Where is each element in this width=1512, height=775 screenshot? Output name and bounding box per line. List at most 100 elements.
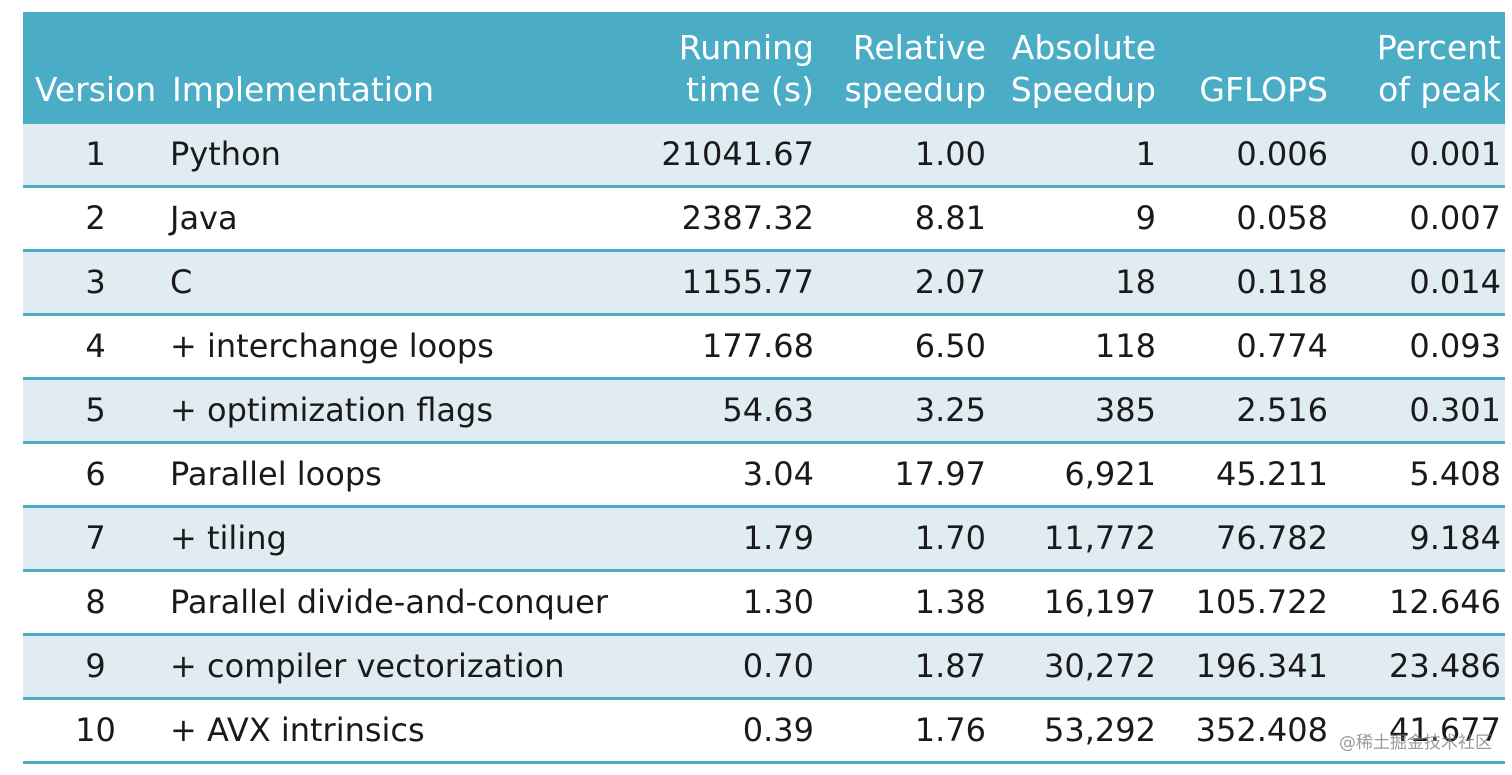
cell-relative-speedup: 1.38 <box>818 568 990 634</box>
cell-implementation: Java <box>168 184 628 250</box>
cell-version: 3 <box>23 248 168 314</box>
header-absolute-speedup: Absolute Speedup <box>990 12 1160 122</box>
cell-percent-of-peak: 23.486 <box>1332 632 1505 698</box>
header-percent-of-peak-line2: of peak <box>1378 69 1501 109</box>
cell-version: 10 <box>23 696 168 764</box>
cell-absolute-speedup: 16,197 <box>990 568 1160 634</box>
cell-gflops: 76.782 <box>1160 504 1332 570</box>
header-gflops: GFLOPS <box>1199 69 1328 109</box>
cell-gflops: 196.341 <box>1160 632 1332 698</box>
header-relative-speedup-line2: speedup <box>844 69 986 109</box>
cell-running-time: 21041.67 <box>628 120 818 186</box>
cell-gflops: 105.722 <box>1160 568 1332 634</box>
cell-absolute-speedup: 9 <box>990 184 1160 250</box>
cell-percent-of-peak: 12.646 <box>1332 568 1505 634</box>
cell-version: 7 <box>23 504 168 570</box>
header-relative-speedup-line1: Relative <box>852 27 986 67</box>
header-running-time: Running time (s) <box>628 12 818 122</box>
table-body: 1 Python 21041.67 1.00 1 0.006 0.001 2 Java 2387.… <box>23 120 1505 764</box>
header-version: Version <box>34 69 157 109</box>
cell-relative-speedup: 3.25 <box>818 376 990 442</box>
cell-relative-speedup: 1.76 <box>818 696 990 764</box>
cell-implementation: + AVX intrinsics <box>168 696 628 764</box>
header-implementation: Implementation <box>172 69 435 109</box>
cell-relative-speedup: 1.87 <box>818 632 990 698</box>
cell-running-time: 0.70 <box>628 632 818 698</box>
header-running-time-line1: Running <box>678 27 814 67</box>
cell-relative-speedup: 17.97 <box>818 440 990 506</box>
header-absolute-speedup-line2: Speedup <box>1010 69 1156 109</box>
table-row: 9 + compiler vectorization 0.70 1.87 30,272 1… <box>23 632 1505 698</box>
cell-running-time: 1155.77 <box>628 248 818 314</box>
cell-version: 4 <box>23 312 168 378</box>
header-absolute-speedup-line1: Absolute <box>1011 27 1156 67</box>
cell-gflops: 45.211 <box>1160 440 1332 506</box>
cell-gflops: 352.408 <box>1160 696 1332 764</box>
table-row: 8 Parallel divide-and-conquer 1.30 1.38 16,1… <box>23 568 1505 634</box>
cell-absolute-speedup: 30,272 <box>990 632 1160 698</box>
cell-percent-of-peak: 0.301 <box>1332 376 1505 442</box>
cell-percent-of-peak: 5.408 <box>1332 440 1505 506</box>
cell-implementation: + interchange loops <box>168 312 628 378</box>
cell-gflops: 0.774 <box>1160 312 1332 378</box>
cell-running-time: 177.68 <box>628 312 818 378</box>
cell-running-time: 2387.32 <box>628 184 818 250</box>
cell-relative-speedup: 8.81 <box>818 184 990 250</box>
cell-running-time: 0.39 <box>628 696 818 764</box>
cell-implementation: C <box>168 248 628 314</box>
cell-running-time: 3.04 <box>628 440 818 506</box>
table-row: 7 + tiling 1.79 1.70 11,772 76.782 9.184 <box>23 504 1505 570</box>
cell-relative-speedup: 1.70 <box>818 504 990 570</box>
header-row: Version Implementation Running time (s) … <box>23 12 1505 122</box>
cell-version: 1 <box>23 120 168 186</box>
watermark: @稀土掘金技术社区 <box>1339 733 1492 753</box>
cell-percent-of-peak: 0.093 <box>1332 312 1505 378</box>
table-row: 1 Python 21041.67 1.00 1 0.006 0.001 <box>23 120 1505 186</box>
cell-gflops: 2.516 <box>1160 376 1332 442</box>
cell-absolute-speedup: 385 <box>990 376 1160 442</box>
cell-implementation: + optimization flags <box>168 376 628 442</box>
cell-percent-of-peak: 41.677 <box>1332 696 1505 764</box>
cell-version: 6 <box>23 440 168 506</box>
cell-running-time: 54.63 <box>628 376 818 442</box>
cell-percent-of-peak: 0.014 <box>1332 248 1505 314</box>
header-percent-of-peak-line1: Percent <box>1376 27 1501 67</box>
cell-version: 2 <box>23 184 168 250</box>
cell-gflops: 0.058 <box>1160 184 1332 250</box>
cell-running-time: 1.30 <box>628 568 818 634</box>
cell-version: 9 <box>23 632 168 698</box>
cell-implementation: + tiling <box>168 504 628 570</box>
cell-implementation: Parallel divide-and-conquer <box>168 568 628 634</box>
cell-version: 5 <box>23 376 168 442</box>
cell-absolute-speedup: 11,772 <box>990 504 1160 570</box>
cell-absolute-speedup: 6,921 <box>990 440 1160 506</box>
performance-table: Version Implementation Running time (s) … <box>23 12 1505 764</box>
cell-absolute-speedup: 18 <box>990 248 1160 314</box>
cell-implementation: + compiler vectorization <box>168 632 628 698</box>
table-header: Version Implementation Running time (s) … <box>23 12 1505 122</box>
table-row: 5 + optimization flags 54.63 3.25 385 2.516 0.… <box>23 376 1505 442</box>
header-running-time-line2: time (s) <box>686 69 814 109</box>
cell-relative-speedup: 1.00 <box>818 120 990 186</box>
cell-percent-of-peak: 9.184 <box>1332 504 1505 570</box>
table-row: 2 Java 2387.32 8.81 9 0.058 0.007 <box>23 184 1505 250</box>
cell-relative-speedup: 6.50 <box>818 312 990 378</box>
table-row: 3 C 1155.77 2.07 18 0.118 0.014 <box>23 248 1505 314</box>
header-relative-speedup: Relative speedup <box>818 12 990 122</box>
cell-gflops: 0.118 <box>1160 248 1332 314</box>
cell-relative-speedup: 2.07 <box>818 248 990 314</box>
cell-version: 8 <box>23 568 168 634</box>
cell-implementation: Python <box>168 120 628 186</box>
header-percent-of-peak: Percent of peak <box>1332 12 1505 122</box>
cell-percent-of-peak: 0.007 <box>1332 184 1505 250</box>
cell-running-time: 1.79 <box>628 504 818 570</box>
cell-implementation: Parallel loops <box>168 440 628 506</box>
table-row: 4 + interchange loops 177.68 6.50 118 0.774 0.… <box>23 312 1505 378</box>
cell-gflops: 0.006 <box>1160 120 1332 186</box>
table-row: 10 + AVX intrinsics 0.39 1.76 53,292 352.408 4… <box>23 696 1505 764</box>
cell-absolute-speedup: 1 <box>990 120 1160 186</box>
cell-absolute-speedup: 118 <box>990 312 1160 378</box>
cell-absolute-speedup: 53,292 <box>990 696 1160 764</box>
cell-percent-of-peak: 0.001 <box>1332 120 1505 186</box>
table-row: 6 Parallel loops 3.04 17.97 6,921 45.211 5.408 <box>23 440 1505 506</box>
